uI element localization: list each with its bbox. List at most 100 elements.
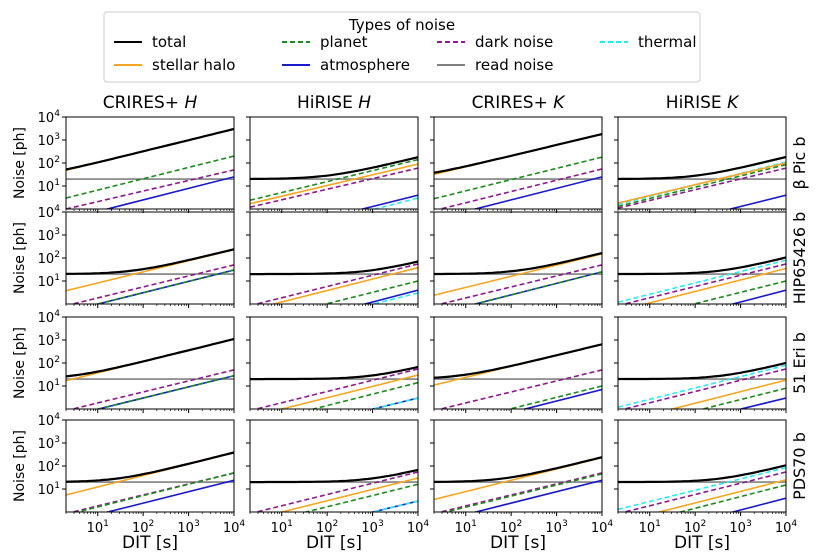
series-atm-line — [104, 479, 234, 512]
legend-item-planet: planet — [282, 33, 368, 51]
x-axis-label: DIT [s] — [122, 533, 178, 553]
row-label-0: β Pic b — [790, 136, 809, 189]
x-tick-label: 102 — [684, 519, 706, 536]
y-axis-label: Noise [ph] — [12, 430, 28, 502]
series-atm-line — [104, 176, 234, 209]
panel-0-3 — [614, 116, 787, 213]
series-thermal-line — [372, 197, 418, 209]
series-total-line — [434, 252, 602, 276]
series-thermal-line — [369, 397, 418, 409]
series-halo-line — [250, 163, 418, 205]
column-title-1: HiRISE H — [297, 93, 371, 113]
series-dark-line — [253, 368, 418, 409]
panel-0-1 — [246, 116, 419, 213]
series-planet-line — [74, 472, 234, 512]
series-total-line — [434, 343, 602, 379]
x-axis-label: DIT [s] — [490, 533, 546, 553]
x-tick-label: 103 — [361, 519, 384, 536]
column-title-3: HiRISE K — [666, 93, 740, 113]
x-tick-label: 101 — [271, 519, 293, 536]
series-atm-line — [521, 388, 602, 409]
series-thermal-line — [618, 466, 786, 511]
y-tick-label: 102 — [38, 458, 60, 475]
legend-item-halo: stellar halo — [114, 56, 235, 74]
series-planet-line — [506, 385, 602, 409]
series-total-line — [66, 248, 234, 275]
y-tick-label: 101 — [38, 378, 60, 395]
series-dark-line — [437, 472, 602, 512]
y-tick-label: 104 — [38, 109, 61, 126]
series-dark-line — [437, 168, 602, 209]
series-dark-line — [253, 263, 418, 304]
y-tick-label: 102 — [38, 355, 60, 372]
x-tick-label: 104 — [775, 519, 798, 536]
panel-frame — [249, 211, 419, 305]
series-dark-line — [437, 264, 602, 304]
panel-2-2 — [430, 316, 603, 413]
y-tick-label: 101 — [38, 178, 60, 195]
column-title-2: CRIRES+ K — [472, 93, 567, 113]
series-total-line — [250, 365, 418, 381]
series-dark-line — [621, 263, 786, 304]
series-total-line — [250, 468, 418, 484]
row-label-1: HIP65426 b — [790, 212, 809, 305]
series-atm-line — [361, 289, 418, 304]
legend-item-total: total — [114, 33, 186, 51]
series-dark-line — [618, 167, 786, 209]
series-planet-line — [677, 484, 786, 512]
y-tick-label: 103 — [38, 132, 61, 149]
series-total-line — [618, 464, 786, 484]
y-tick-label: 104 — [38, 204, 61, 221]
series-halo-line — [669, 379, 786, 409]
y-axis-label: Noise [ph] — [12, 327, 28, 399]
series-atm-line — [472, 479, 602, 512]
legend-item-thermal: thermal — [600, 33, 697, 51]
x-tick-label: 102 — [132, 519, 154, 536]
series-total-line — [250, 156, 418, 181]
legend-label-total: total — [152, 33, 186, 51]
series-total-line — [66, 451, 234, 483]
series-atm-line — [472, 176, 602, 209]
legend-label-planet: planet — [320, 33, 368, 51]
series-halo-line — [618, 162, 786, 204]
panel-2-3 — [614, 316, 787, 413]
panel-frame — [65, 419, 235, 513]
series-total-line — [618, 256, 786, 276]
y-tick-label: 103 — [38, 227, 61, 244]
panel-frame — [433, 419, 603, 513]
series-total-line — [434, 133, 602, 174]
series-atm-line — [729, 289, 786, 304]
series-dark-line — [253, 471, 418, 512]
legend-title: Types of noise — [348, 16, 455, 34]
panel-3-2: 101 102 103 104 — [430, 419, 613, 536]
x-tick-label: 101 — [639, 519, 661, 536]
x-tick-label: 103 — [729, 519, 752, 536]
series-planet-line — [472, 271, 602, 304]
row-label-3: PDS70 b — [790, 432, 809, 500]
x-tick-label: 102 — [500, 519, 522, 536]
legend-label-thermal: thermal — [638, 33, 697, 51]
panel-frame — [617, 419, 787, 513]
y-tick-label: 103 — [38, 435, 61, 452]
series-total-line — [618, 361, 786, 381]
panel-1-1 — [246, 211, 419, 308]
panel-1-2 — [430, 211, 603, 308]
y-tick-label: 102 — [38, 155, 60, 172]
legend-item-read: read noise — [437, 56, 553, 74]
series-planet-line — [95, 374, 234, 409]
panel-2-0: 101 102 103 104 — [38, 309, 235, 413]
series-dark-line — [621, 471, 786, 512]
series-dark-line — [250, 167, 418, 208]
panel-3-0: 101 102 103 104 101 102 103 104 — [38, 412, 246, 536]
y-tick-label: 102 — [38, 250, 60, 267]
y-tick-label: 101 — [38, 481, 60, 498]
series-total-line — [66, 337, 234, 378]
series-total-line — [250, 260, 418, 276]
series-total-line — [66, 127, 234, 171]
panel-2-1 — [246, 316, 419, 413]
series-thermal-line — [369, 500, 418, 512]
panel-frame — [65, 316, 235, 410]
series-total-line — [618, 155, 786, 181]
panel-1-3 — [614, 211, 787, 308]
x-tick-label: 103 — [177, 519, 200, 536]
